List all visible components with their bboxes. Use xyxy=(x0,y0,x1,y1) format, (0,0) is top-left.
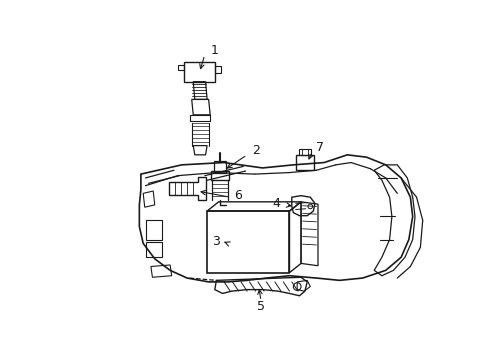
Text: 5: 5 xyxy=(257,300,264,313)
Text: 4: 4 xyxy=(272,197,280,210)
Text: 6: 6 xyxy=(233,189,242,202)
Text: 3: 3 xyxy=(212,235,220,248)
Text: 7: 7 xyxy=(316,141,324,154)
Text: 1: 1 xyxy=(210,44,218,57)
Text: 2: 2 xyxy=(252,144,260,157)
